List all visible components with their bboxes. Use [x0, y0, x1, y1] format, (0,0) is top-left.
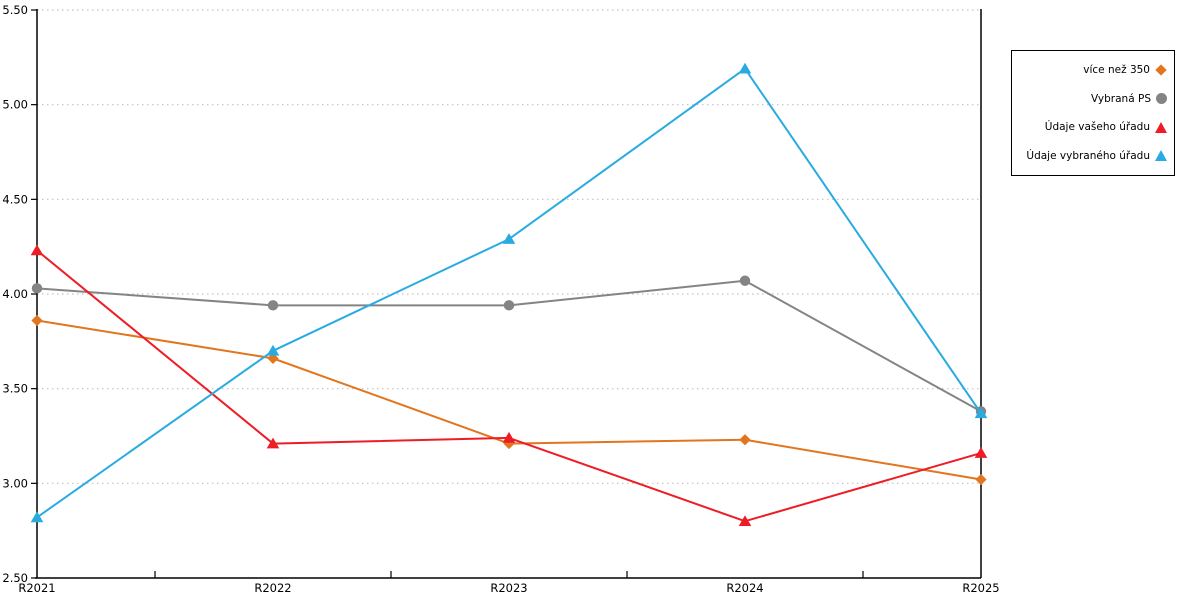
legend-marker-diamond [1155, 64, 1167, 76]
x-tick-label: R2021 [18, 581, 55, 595]
y-tick-label: 3.50 [2, 382, 28, 396]
series-line-0 [36, 319, 982, 481]
data-point-series-1 [31, 283, 43, 294]
data-point-series-2 [502, 431, 516, 443]
y-tick-label: 4.00 [2, 287, 28, 301]
data-point-series-3 [738, 62, 752, 74]
legend-item-label: Vybraná PS [1091, 92, 1151, 105]
y-tick-label: 5.50 [2, 3, 28, 17]
legend-item-label: více než 350 [1083, 64, 1150, 77]
y-tick-label: 4.50 [2, 192, 28, 206]
legend-item-label: Údaje vybraného úřadu [1026, 149, 1150, 162]
x-tick-label: R2023 [490, 581, 527, 595]
x-tick-label: R2022 [254, 581, 291, 595]
legend-item-label: Údaje vašeho úřadu [1044, 121, 1150, 134]
data-point-series-3 [30, 511, 44, 523]
legend-item: Údaje vybraného úřadu [1016, 150, 1167, 162]
y-tick-label: 5.00 [2, 98, 28, 112]
data-point-series-1 [267, 300, 279, 311]
legend-marker-circle [1156, 93, 1167, 105]
data-point-series-0 [503, 437, 515, 450]
data-point-series-0 [31, 314, 43, 327]
data-point-series-2 [266, 437, 280, 449]
data-point-series-2 [30, 244, 44, 256]
legend-item: Vybraná PS [1016, 93, 1167, 105]
data-point-series-2 [738, 515, 752, 526]
data-point-series-0 [739, 434, 751, 446]
data-point-series-2 [974, 447, 988, 458]
y-tick-label: 3.00 [2, 476, 28, 490]
x-tick-label: R2025 [962, 581, 999, 595]
data-point-series-0 [975, 473, 987, 486]
data-point-series-1 [503, 300, 515, 311]
series-line-2 [36, 249, 982, 523]
legend-item: více než 350 [1016, 64, 1167, 76]
data-point-series-3 [974, 407, 988, 419]
y-tick-label: 2.50 [2, 571, 28, 585]
data-point-series-3 [266, 344, 280, 356]
legend-marker-triangle [1155, 121, 1167, 133]
x-tick-label: R2024 [726, 581, 763, 595]
data-point-series-3 [502, 233, 516, 244]
data-point-series-1 [739, 275, 751, 286]
series-line-3 [36, 67, 982, 519]
legend-marker-triangle [1155, 150, 1167, 162]
legend-box: více než 350 Vybraná PS Údaje vašeho úřadu… [1011, 50, 1175, 176]
legend-item: Údaje vašeho úřadu [1016, 121, 1167, 133]
